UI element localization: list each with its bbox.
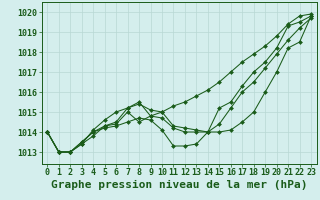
X-axis label: Graphe pression niveau de la mer (hPa): Graphe pression niveau de la mer (hPa)	[51, 180, 308, 190]
